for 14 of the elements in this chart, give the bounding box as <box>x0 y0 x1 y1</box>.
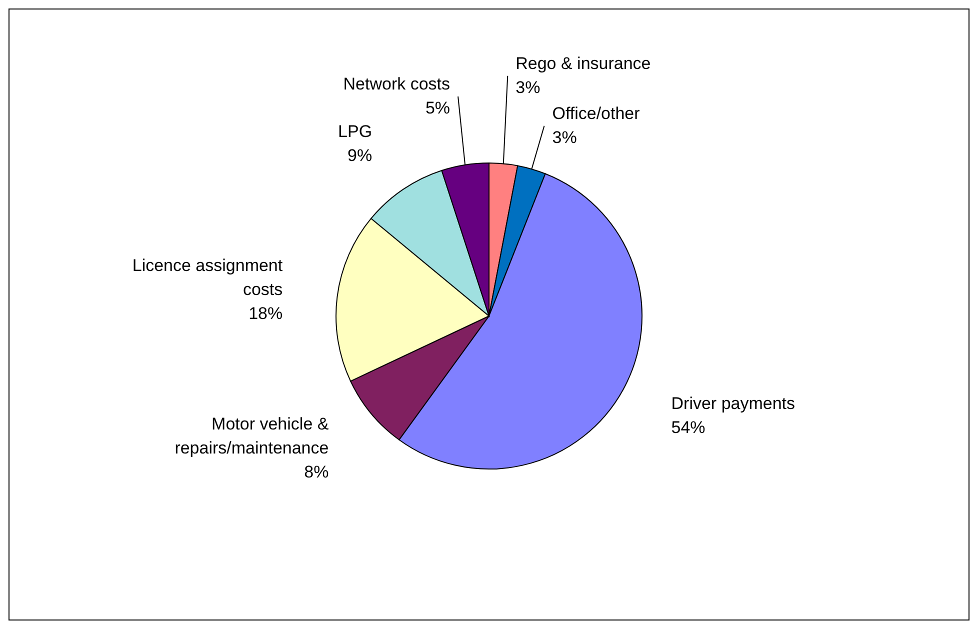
data-label: 3% <box>552 128 577 147</box>
slice-label: Motor vehicle & repairs/maintenance <box>174 414 330 458</box>
data-label: 3% <box>516 78 540 97</box>
data-label: 5% <box>425 98 450 118</box>
data-label: 8% <box>304 462 329 482</box>
slice-label: LPG <box>338 122 372 141</box>
slice-label: Driver payments <box>671 394 796 414</box>
slice-label: Rego & insurance <box>516 54 651 73</box>
slice-label: Office/other <box>552 104 640 123</box>
slice-label: Licence assignment costs <box>132 256 283 299</box>
data-label: 18% <box>248 304 283 323</box>
slice-label: Network costs <box>343 74 450 94</box>
data-label: 9% <box>348 146 372 165</box>
data-label: 54% <box>671 418 706 438</box>
